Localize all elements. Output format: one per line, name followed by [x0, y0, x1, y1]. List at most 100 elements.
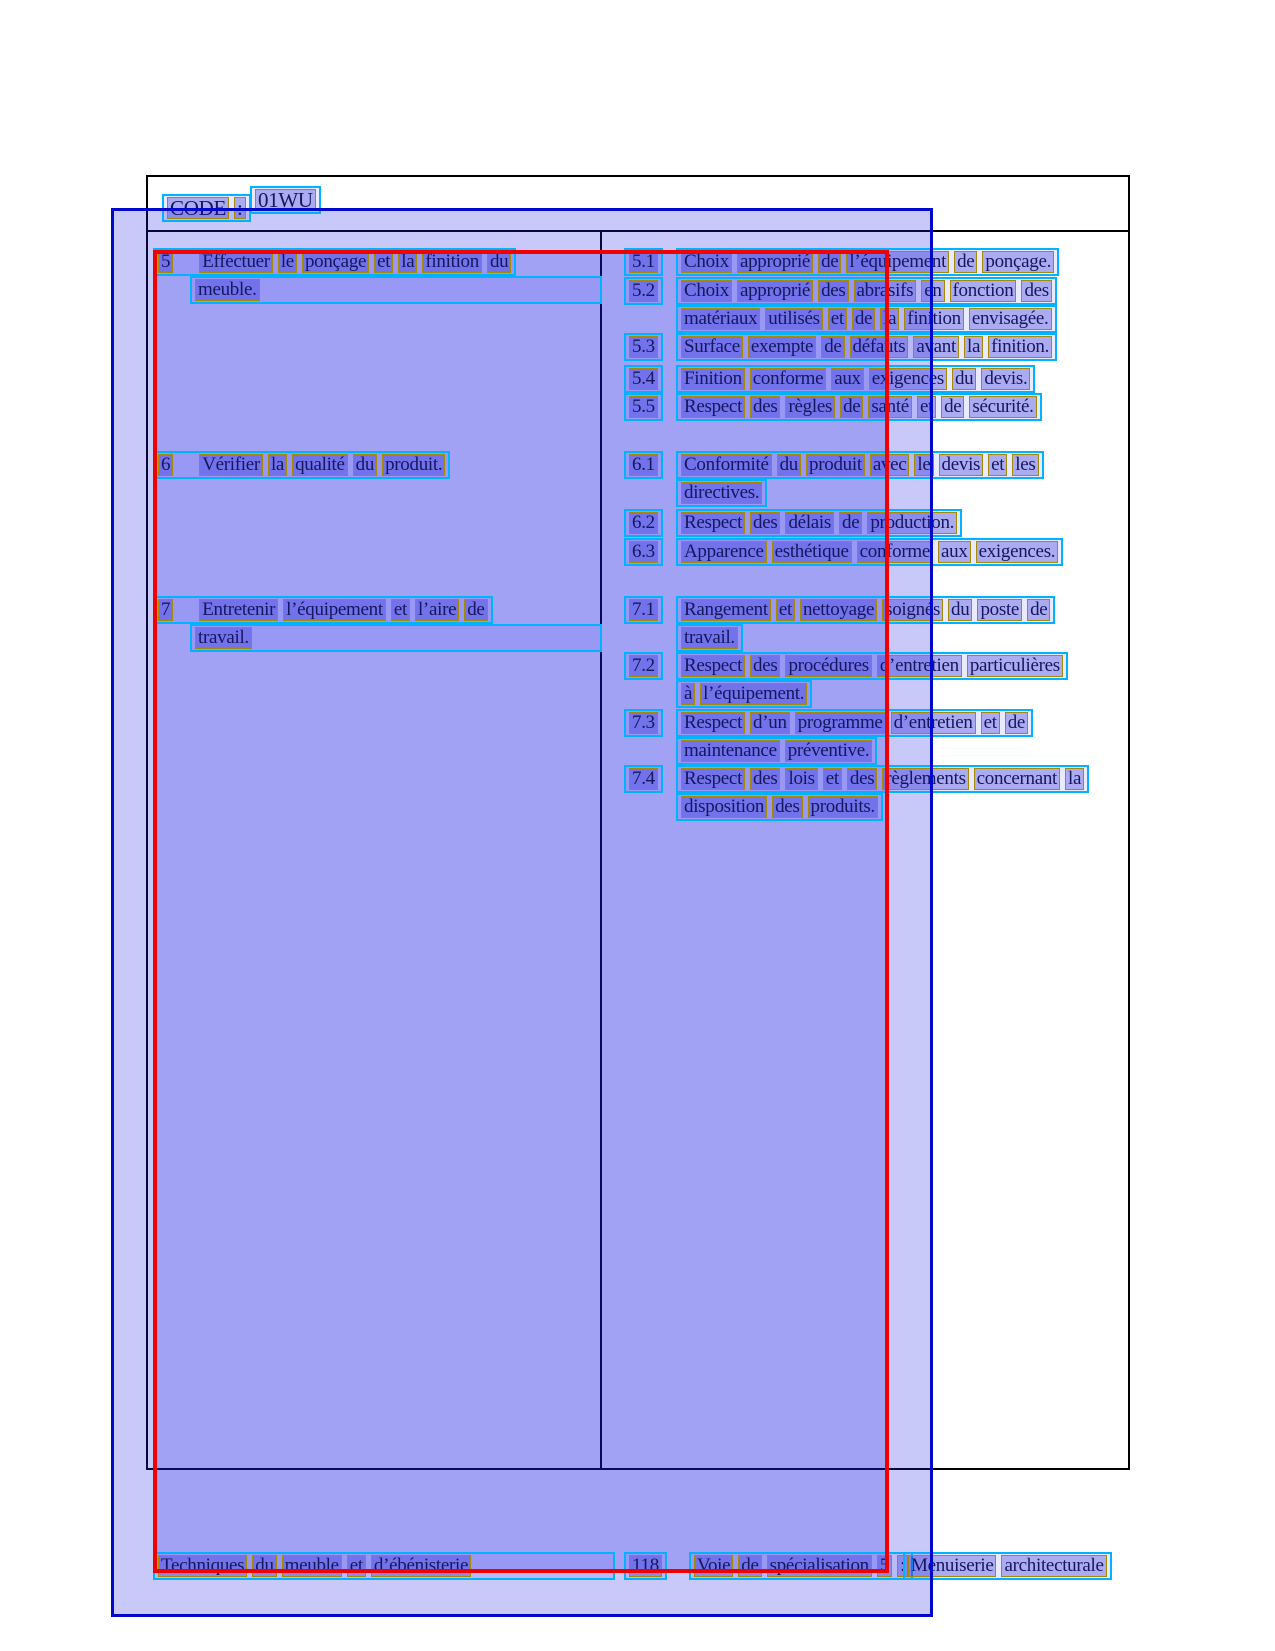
ocr-word-box: des [750, 512, 781, 534]
criterion-line: Respect des procédures d’entretien particuli… [676, 652, 1068, 680]
subitem-number-box: 6.3 [624, 538, 663, 566]
ocr-word-box: avec [869, 454, 910, 476]
ocr-word-box: règles [785, 396, 836, 418]
ocr-word-box: : [897, 1555, 909, 1577]
ocr-word-box: du [951, 368, 977, 390]
ocr-word-box: défauts [849, 336, 909, 358]
ocr-word-box: la [1065, 768, 1085, 790]
ocr-word-box: produits. [807, 796, 878, 818]
annotation-focus-red-rect [153, 250, 889, 1573]
ocr-word-box: du [352, 454, 378, 476]
ocr-word-box: nettoyage [799, 599, 878, 621]
ocr-word-box: procédures [785, 655, 872, 677]
criterion-line: Finition conforme aux exigences du devis. [676, 365, 1036, 393]
ocr-word-box: Surface [681, 336, 743, 358]
ocr-word-box: envisagée. [968, 308, 1052, 330]
ocr-word-box: de [840, 396, 864, 418]
ocr-word-box: Vérifier [199, 454, 263, 476]
ocr-word-box: sécurité. [969, 396, 1037, 418]
ocr-word-box: finition [422, 251, 482, 273]
ocr-word-box: utilisés [765, 308, 823, 330]
competency-line: 6 Vérifier la qualité du produit. [153, 451, 451, 479]
competency-table-border [146, 175, 1130, 1470]
item-number: 5 [158, 251, 174, 273]
ocr-word-box: 5.5 [629, 396, 658, 418]
ocr-word-box: 6.1 [629, 454, 658, 476]
ocr-word-box: et [822, 768, 842, 790]
ocr-word-box: et [980, 712, 1000, 734]
ocr-word-box: de [464, 599, 488, 621]
ocr-word-box: 5.4 [629, 368, 658, 390]
criterion-line: disposition des produits. [676, 793, 883, 821]
criterion-line: Surface exempte de défauts avant la finition. [676, 333, 1058, 361]
ocr-word-box: concernant [973, 768, 1061, 790]
ocr-word-box: Rangement [681, 599, 771, 621]
subitem-number-box: 5.4 [624, 365, 663, 393]
subitem-number-box: 7.2 [624, 652, 663, 680]
ocr-word-box: Effectuer [199, 251, 273, 273]
ocr-word-box: finition [904, 308, 964, 330]
ocr-word-box: et [374, 251, 394, 273]
criterion-line: Respect d’un programme d’entretien et de [676, 709, 1034, 737]
ocr-word-box: de [941, 396, 965, 418]
ocr-word-box: des [846, 768, 878, 790]
criterion-line: à l’équipement. [676, 680, 813, 708]
ocr-word-box: de [1027, 599, 1051, 621]
footer-program-title: Techniques du meuble et d’ébénisterie [153, 1552, 615, 1580]
ocr-word-box: à [681, 683, 696, 705]
ocr-word-box: esthétique [771, 541, 852, 563]
ocr-word-box: exigences. [975, 541, 1059, 563]
ocr-word-box: 7.4 [629, 768, 658, 790]
table-header-divider [146, 230, 1130, 232]
ocr-word-box: 7.2 [629, 655, 658, 677]
ocr-word-box: lois [785, 768, 818, 790]
ocr-word-box: de [851, 308, 876, 330]
ocr-word-box: de [821, 336, 845, 358]
ocr-word-box: travail. [195, 627, 252, 649]
ocr-word-box: Finition [681, 368, 745, 390]
ocr-word-box: de [839, 512, 863, 534]
ocr-word-box: des [750, 655, 781, 677]
ocr-word-box: produit [806, 454, 865, 476]
ocr-word-box: et [827, 308, 847, 330]
ocr-word-box: 7.3 [629, 712, 658, 734]
ocr-word-box: meuble. [195, 279, 260, 301]
item-number: 6 [158, 454, 174, 476]
ocr-word-box: préventive. [784, 740, 873, 762]
ocr-word-box: Entretenir [199, 599, 279, 621]
ocr-word-box: Apparence [681, 541, 767, 563]
criterion-line: Conformité du produit avec le devis et les [676, 451, 1044, 479]
subitem-number-box: 5.2 [624, 277, 663, 305]
ocr-word-box: les [1012, 454, 1039, 476]
ocr-word-box: d’entretien [890, 712, 976, 734]
ocr-word-box: conforme [749, 368, 827, 390]
ocr-word-box: et [775, 599, 795, 621]
ocr-word-box: Conformité [681, 454, 772, 476]
ocr-word-box: exempte [747, 336, 817, 358]
ocr-word-box: approprié [736, 280, 814, 302]
ocr-word-box: le [914, 454, 934, 476]
ocr-word-box: 01WU [255, 189, 316, 211]
ocr-word-box: Respect [681, 712, 746, 734]
ocr-word-box: la [267, 454, 288, 476]
ocr-word-box: 6.2 [629, 512, 658, 534]
ocr-word-box: délais [785, 512, 835, 534]
ocr-word-box: des [818, 280, 849, 302]
criterion-line: Respect des règles de santé et de sécurité. [676, 393, 1042, 421]
ocr-word-box: 6.3 [629, 541, 658, 563]
criterion-line: travail. [676, 624, 743, 652]
ocr-word-box: 5.2 [629, 280, 658, 302]
ocr-word-box: des [750, 396, 781, 418]
ocr-word-box: fonction [949, 280, 1017, 302]
criterion-line: Rangement et nettoyage soignés du poste de [676, 596, 1056, 624]
ocr-word-box: santé [868, 396, 912, 418]
ocr-word-box: l’équipement [283, 599, 386, 621]
ocr-word-box: des [1021, 280, 1052, 302]
ocr-word-box: ponçage. [982, 251, 1055, 273]
subitem-number-box: 7.3 [624, 709, 663, 737]
competency-line: travail. [190, 624, 602, 652]
criterion-line: directives. [676, 479, 768, 507]
ocr-word-box: architecturale [1001, 1555, 1107, 1577]
table-column-divider [600, 231, 602, 1470]
criterion-line: Apparence esthétique conforme aux exigences. [676, 538, 1064, 566]
